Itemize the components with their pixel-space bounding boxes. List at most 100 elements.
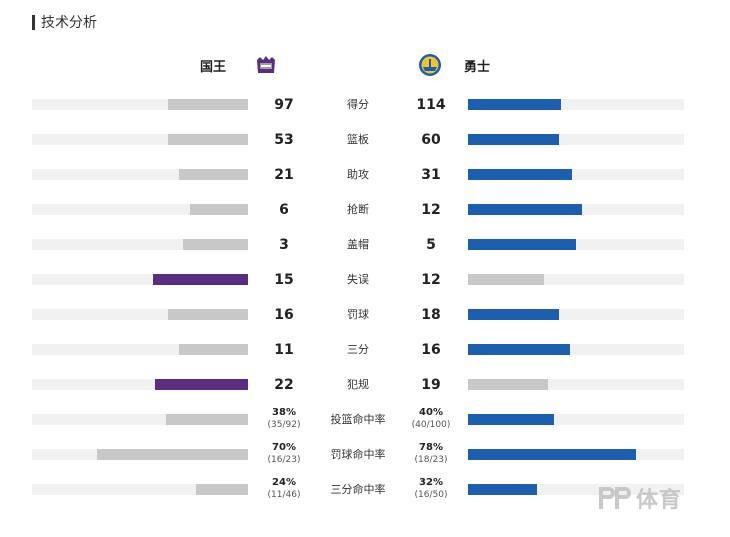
home-bar-track — [32, 169, 248, 180]
home-bar-track — [32, 414, 248, 425]
away-bar-fill — [468, 239, 576, 250]
home-percentage: 70% (16/23) — [261, 441, 307, 466]
away-percentage-value: 32% — [419, 477, 443, 488]
home-bar-fill — [179, 169, 248, 180]
away-percentage: 78% (18/23) — [408, 441, 454, 466]
kings-logo-icon — [257, 56, 275, 73]
away-bar-fill — [468, 309, 559, 320]
watermark-text: 体育 — [636, 488, 683, 513]
away-percentage-value: 40% — [419, 407, 443, 418]
away-bar-fill — [468, 379, 548, 390]
away-bar-fill — [468, 344, 570, 355]
home-percentage: 24% (11/46) — [261, 476, 307, 501]
away-bar-track — [468, 169, 684, 180]
away-bar-track — [468, 274, 684, 285]
home-bar-fill — [190, 204, 248, 215]
away-bar-track — [468, 414, 684, 425]
home-bar-track — [32, 484, 248, 495]
away-bar-track — [468, 204, 684, 215]
away-stat-value: 31 — [421, 167, 441, 183]
home-stat-value: 15 — [274, 272, 294, 288]
home-stat-value: 3 — [279, 237, 289, 253]
home-stat-value: 6 — [279, 202, 289, 218]
home-stat-value: 22 — [274, 377, 294, 393]
stat-row: 15 失误 12 — [0, 269, 730, 291]
pp-sports-watermark: 体育 — [598, 484, 683, 513]
stat-label: 罚球 — [347, 308, 369, 321]
away-team-name: 勇士 — [464, 59, 491, 75]
home-bar-fill — [168, 309, 248, 320]
stat-row: 11 三分 16 — [0, 339, 730, 361]
home-bar-track — [32, 99, 248, 110]
home-percentage-value: 38% — [272, 407, 296, 418]
home-stat-value: 16 — [274, 307, 294, 323]
stat-label: 篮板 — [347, 133, 369, 146]
away-made-attempted: (16/50) — [414, 490, 448, 500]
away-bar-track — [468, 134, 684, 145]
away-bar-track — [468, 239, 684, 250]
away-bar-track — [468, 449, 684, 460]
warriors-logo-icon — [419, 54, 441, 76]
home-stat-value: 97 — [274, 97, 294, 113]
away-percentage: 40% (40/100) — [408, 406, 454, 431]
section-accent-bar — [32, 14, 35, 30]
away-bar-fill — [468, 134, 559, 145]
home-bar-track — [32, 134, 248, 145]
stat-label: 三分 — [347, 343, 369, 356]
home-bar-fill — [155, 379, 248, 390]
stat-label: 失误 — [347, 273, 369, 286]
home-bar-track — [32, 379, 248, 390]
away-bar-track — [468, 99, 684, 110]
stat-label: 罚球命中率 — [330, 448, 386, 461]
home-bar-track — [32, 239, 248, 250]
away-percentage-value: 78% — [419, 442, 443, 453]
away-bar-fill — [468, 274, 544, 285]
home-bar-fill — [153, 274, 248, 285]
away-bar-track — [468, 344, 684, 355]
away-team[interactable]: 勇士 — [418, 52, 490, 78]
home-bar-track — [32, 274, 248, 285]
stat-row: 21 助攻 31 — [0, 164, 730, 186]
away-bar-fill — [468, 484, 537, 495]
away-stat-value: 114 — [416, 97, 446, 113]
stat-row: 22 犯规 19 — [0, 374, 730, 396]
section-title: 技术分析 — [41, 15, 97, 31]
away-bar-track — [468, 484, 684, 495]
home-percentage: 38% (35/92) — [261, 406, 307, 431]
stat-row: 97 得分 114 — [0, 94, 730, 116]
home-bar-track — [32, 204, 248, 215]
home-team-name: 国王 — [199, 59, 226, 75]
away-stat-value: 5 — [426, 237, 436, 253]
away-stat-value: 12 — [421, 202, 441, 218]
home-team[interactable]: 国王 — [200, 52, 278, 78]
stat-label: 盖帽 — [347, 238, 369, 251]
home-bar-fill — [168, 134, 248, 145]
stat-label: 投篮命中率 — [330, 413, 386, 426]
home-stat-value: 53 — [274, 132, 294, 148]
away-percentage: 32% (16/50) — [408, 476, 454, 501]
stat-row: 70% (16/23) 罚球命中率 78% (18/23) — [0, 441, 730, 466]
home-bar-fill — [166, 414, 248, 425]
home-bar-fill — [97, 449, 248, 460]
stat-label: 助攻 — [347, 168, 369, 181]
stat-label: 抢断 — [347, 203, 369, 216]
home-bar-fill — [196, 484, 248, 495]
pp-logo-icon — [599, 487, 631, 509]
home-percentage-value: 24% — [272, 477, 296, 488]
stat-row: 53 篮板 60 — [0, 129, 730, 151]
section-header: 技术分析 — [32, 13, 97, 31]
away-bar-fill — [468, 414, 554, 425]
stat-row: 16 罚球 18 — [0, 304, 730, 326]
away-bar-fill — [468, 99, 561, 110]
home-bar-fill — [168, 99, 248, 110]
away-stat-value: 12 — [421, 272, 441, 288]
away-stat-value: 19 — [421, 377, 441, 393]
away-stat-value: 60 — [421, 132, 441, 148]
home-stat-value: 21 — [274, 167, 294, 183]
stat-row: 3 盖帽 5 — [0, 234, 730, 256]
stat-row: 38% (35/92) 投篮命中率 40% (40/100) — [0, 406, 730, 431]
stat-row: 6 抢断 12 — [0, 199, 730, 221]
home-bar-fill — [179, 344, 248, 355]
home-made-attempted: (35/92) — [267, 420, 301, 430]
home-made-attempted: (16/23) — [267, 455, 301, 465]
